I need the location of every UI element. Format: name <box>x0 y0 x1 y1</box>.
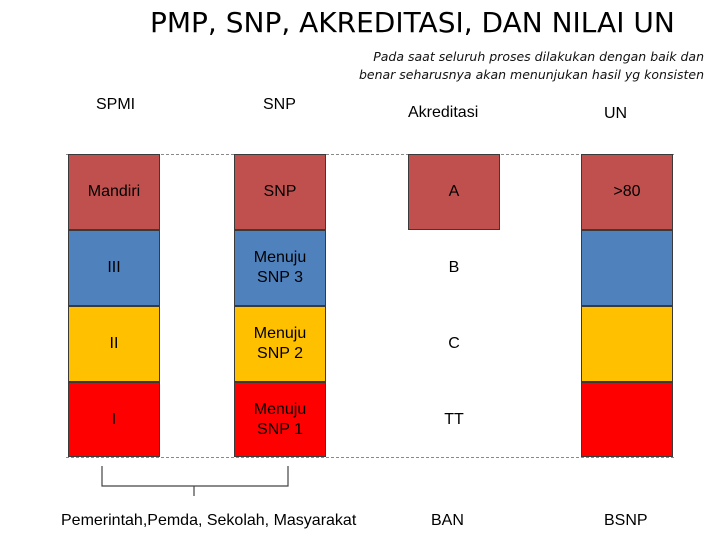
header-akreditasi: Akreditasi <box>408 104 479 121</box>
footer-stakeholders: Pemerintah,Pemda, Sekolah, Masyarakat <box>61 512 357 529</box>
page-title: PMP, SNP, AKREDITASI, DAN NILAI UN <box>150 6 675 39</box>
spmi-cell-ii: II <box>68 306 160 382</box>
dashed-line-bottom <box>66 457 674 458</box>
snp-cell-menuju-3: Menuju SNP 3 <box>234 230 326 306</box>
akreditasi-cell-b: B <box>408 230 500 306</box>
header-snp: SNP <box>263 96 296 113</box>
subtitle-line-1: Pada saat seluruh proses dilakukan denga… <box>373 49 704 64</box>
un-cell-level-1 <box>581 382 673 457</box>
snp-cell-menuju-1: Menuju SNP 1 <box>234 382 326 457</box>
un-cell-top: >80 <box>581 154 673 230</box>
footer-ban: BAN <box>431 512 464 529</box>
akreditasi-cell-c: C <box>408 306 500 382</box>
subtitle-line-2: benar seharusnya akan menunjukan hasil y… <box>358 67 704 82</box>
header-un: UN <box>604 105 628 122</box>
spmi-cell-i: I <box>68 382 160 457</box>
spmi-cell-mandiri: Mandiri <box>68 154 160 230</box>
header-spmi: SPMI <box>96 96 136 113</box>
footer-bsnp: BSNP <box>604 512 648 529</box>
spmi-cell-iii: III <box>68 230 160 306</box>
snp-cell-snp: SNP <box>234 154 326 230</box>
subtitle: Pada saat seluruh proses dilakukan denga… <box>284 48 704 84</box>
un-cell-level-2 <box>581 306 673 382</box>
akreditasi-cell-a: A <box>408 154 500 230</box>
grouping-brace <box>101 466 289 496</box>
snp-cell-menuju-2: Menuju SNP 2 <box>234 306 326 382</box>
un-cell-level-3 <box>581 230 673 306</box>
akreditasi-cell-tt: TT <box>408 382 500 457</box>
dashed-line-top <box>66 154 674 155</box>
